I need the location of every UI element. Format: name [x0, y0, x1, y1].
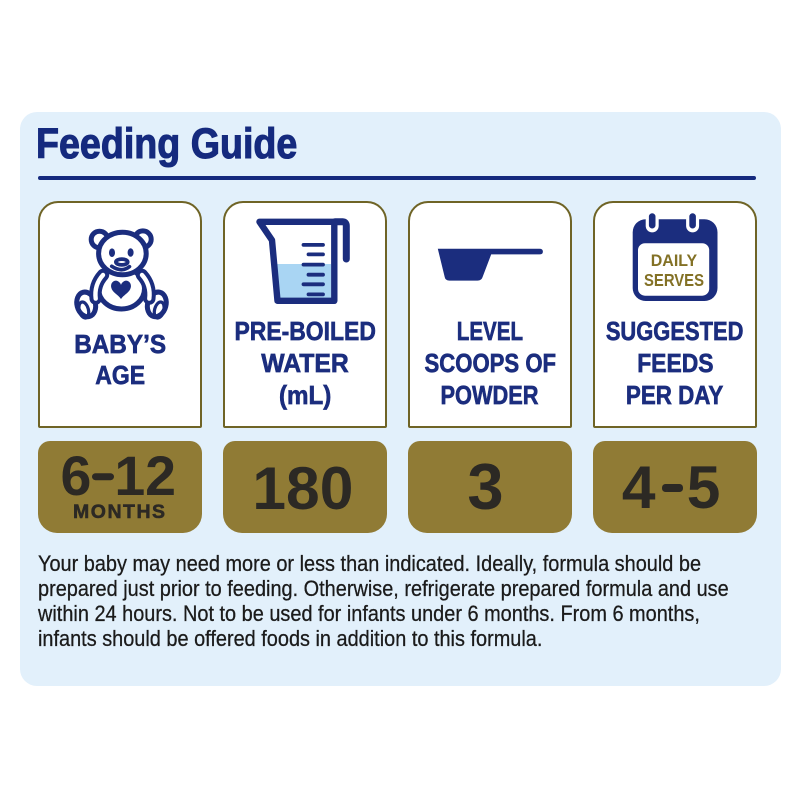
svg-text:SERVES: SERVES: [644, 271, 704, 291]
svg-text:DAILY: DAILY: [651, 251, 697, 270]
